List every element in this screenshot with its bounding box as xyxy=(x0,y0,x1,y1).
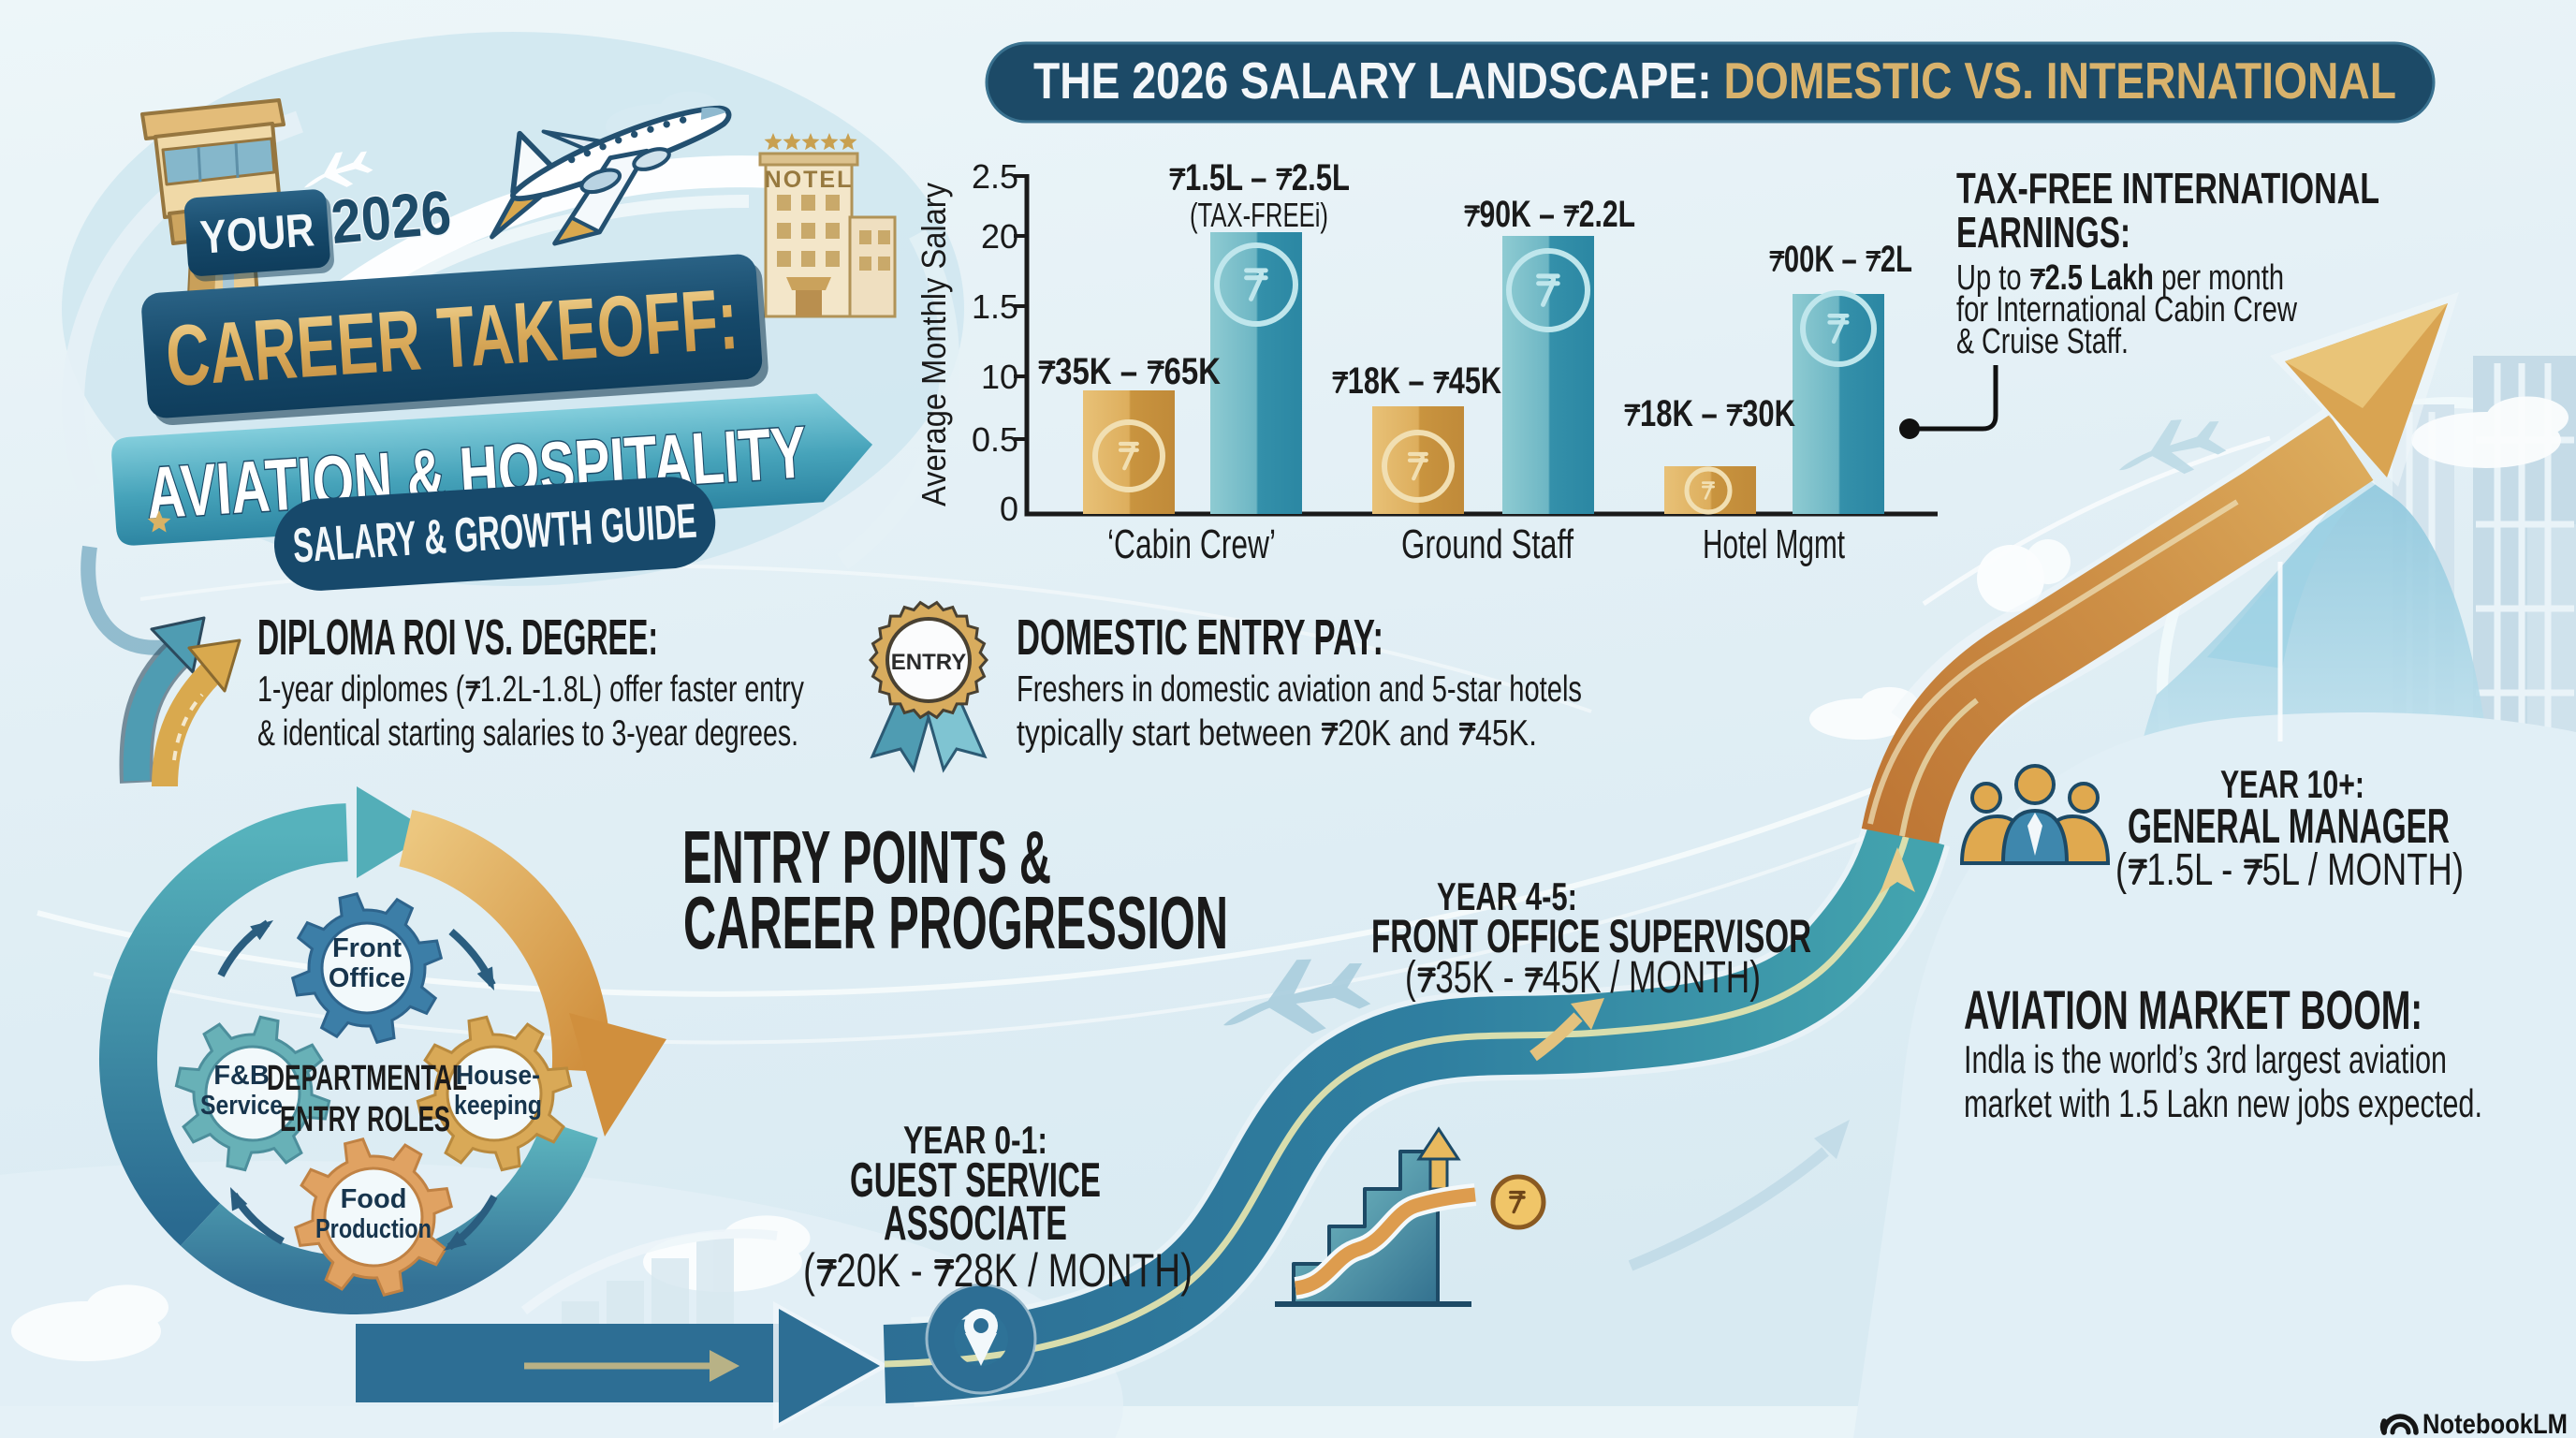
svg-text:F&B: F&B xyxy=(213,1061,270,1091)
svg-text:65K: 65K xyxy=(1164,351,1222,392)
svg-text:Office: Office xyxy=(329,963,405,993)
svg-text:2.5 Lakh: 2.5 Lakh xyxy=(2045,258,2162,298)
svg-text:Indla is the world’s 3rd large: Indla is the world’s 3rd largest aviatio… xyxy=(1964,1037,2447,1081)
svg-text:typically start between: typically start between xyxy=(1017,713,1320,754)
svg-text:45K: 45K xyxy=(1449,360,1501,402)
svg-text:Ground Staff: Ground Staff xyxy=(1401,521,1574,567)
svg-text:Hotel Mgmt: Hotel Mgmt xyxy=(1703,521,1845,567)
svg-text:2.2L: 2.2L xyxy=(1579,194,1635,235)
svg-text:ENTRY: ENTRY xyxy=(891,650,966,675)
svg-text:DOMESTIC ENTRY PAY:: DOMESTIC ENTRY PAY: xyxy=(1017,609,1383,666)
svg-text:Food: Food xyxy=(341,1184,407,1214)
svg-text:0: 0 xyxy=(1000,490,1018,528)
svg-text:DIPLOMA ROI VS. DEGREE:: DIPLOMA ROI VS. DEGREE: xyxy=(257,609,658,666)
svg-text:per month: per month xyxy=(2161,258,2284,298)
svg-text:YEAR 0-1:: YEAR 0-1: xyxy=(903,1118,1047,1162)
svg-text:1.5: 1.5 xyxy=(972,287,1018,326)
svg-text:(: ( xyxy=(2115,845,2127,895)
svg-text:YEAR 10+:: YEAR 10+: xyxy=(2220,762,2364,806)
svg-text:18K –: 18K – xyxy=(1348,360,1432,402)
svg-text:CAREER PROGRESSION: CAREER PROGRESSION xyxy=(683,881,1228,964)
svg-text:DEPARTMENTAL: DEPARTMENTAL xyxy=(267,1059,467,1098)
svg-text:10: 10 xyxy=(981,358,1018,396)
svg-text:market with 1.5 Lakn new jobs: market with 1.5 Lakn new jobs expected. xyxy=(1964,1081,2482,1125)
svg-text:EARNINGS:: EARNINGS: xyxy=(1956,208,2130,257)
svg-text:1.2L-1.8L) offer faster entry: 1.2L-1.8L) offer faster entry xyxy=(480,669,805,710)
svg-text:GUEST SERVICE: GUEST SERVICE xyxy=(850,1153,1101,1208)
svg-text:TAX-FREE INTERNATIONAL: TAX-FREE INTERNATIONAL xyxy=(1956,164,2379,213)
svg-text:2L: 2L xyxy=(1881,239,1912,280)
svg-text:28K / MONTH): 28K / MONTH) xyxy=(954,1244,1193,1297)
svg-text:YEAR 4-5:: YEAR 4-5: xyxy=(1437,874,1577,918)
svg-text:Up to: Up to xyxy=(1956,258,2029,298)
svg-text:2.5: 2.5 xyxy=(972,157,1018,196)
svg-text:00K –: 00K – xyxy=(1784,239,1865,280)
svg-text:House-: House- xyxy=(456,1061,540,1091)
svg-text:1.5L -: 1.5L - xyxy=(2146,845,2242,895)
svg-text:35K -: 35K - xyxy=(1435,953,1523,1003)
svg-text:20: 20 xyxy=(981,217,1018,256)
svg-text:Front: Front xyxy=(332,933,402,963)
svg-text:90K –: 90K – xyxy=(1480,194,1563,235)
svg-text:20K and: 20K and xyxy=(1338,713,1457,754)
svg-text:2026: 2026 xyxy=(329,177,454,257)
svg-text:THE 2026 SALARY LANDSCAPE: DOM: THE 2026 SALARY LANDSCAPE: DOMESTIC VS. … xyxy=(1033,51,2396,110)
svg-text:Average Monthly Salary: Average Monthly Salary xyxy=(915,183,953,506)
svg-text:Production: Production xyxy=(315,1214,432,1244)
svg-text:45K / MONTH): 45K / MONTH) xyxy=(1543,953,1761,1003)
svg-text:ENTRY ROLES: ENTRY ROLES xyxy=(280,1100,450,1139)
svg-text:18K –: 18K – xyxy=(1640,393,1725,434)
svg-text:NotebookLM: NotebookLM xyxy=(2422,1409,2568,1438)
svg-text:& identical starting salaries: & identical starting salaries to 3-year … xyxy=(257,713,798,754)
svg-text:ENTRY POINTS &: ENTRY POINTS & xyxy=(682,815,1051,899)
svg-text:AVIATION MARKET BOOM:: AVIATION MARKET BOOM: xyxy=(1964,980,2422,1041)
svg-text:‘Cabin Crew’: ‘Cabin Crew’ xyxy=(1107,521,1276,567)
svg-text:45K.: 45K. xyxy=(1475,713,1537,754)
svg-text:FRONT OFFICE SUPERVISOR: FRONT OFFICE SUPERVISOR xyxy=(1371,910,1811,962)
svg-text:0.5: 0.5 xyxy=(972,420,1018,459)
svg-text:YOUR: YOUR xyxy=(198,203,316,263)
svg-text:(: ( xyxy=(1405,953,1416,1003)
svg-text:GENERAL MANAGER: GENERAL MANAGER xyxy=(2128,800,2450,854)
svg-text:for International Cabin Crew: for International Cabin Crew xyxy=(1956,290,2297,330)
svg-text:(: ( xyxy=(803,1244,815,1297)
svg-text:Freshers in domestic aviation: Freshers in domestic aviation and 5-star… xyxy=(1017,669,1582,710)
svg-text:ASSOCIATE: ASSOCIATE xyxy=(884,1196,1067,1251)
svg-text:5L / MONTH): 5L / MONTH) xyxy=(2262,845,2465,895)
svg-text:1.5L –: 1.5L – xyxy=(1185,157,1275,198)
svg-text:NOTEL: NOTEL xyxy=(765,167,854,193)
svg-text:1-year diplomes (: 1-year diplomes ( xyxy=(257,669,464,710)
svg-text:2.5L: 2.5L xyxy=(1292,157,1350,198)
svg-text:Service: Service xyxy=(200,1091,283,1121)
svg-text:(TAX-FREEi): (TAX-FREEi) xyxy=(1190,196,1328,234)
svg-text:20K -: 20K - xyxy=(836,1244,932,1297)
svg-text:35K –: 35K – xyxy=(1055,351,1146,392)
svg-text:keeping: keeping xyxy=(454,1091,542,1121)
svg-text:& Cruise Staff.: & Cruise Staff. xyxy=(1956,322,2129,361)
svg-text:30K: 30K xyxy=(1742,393,1795,434)
